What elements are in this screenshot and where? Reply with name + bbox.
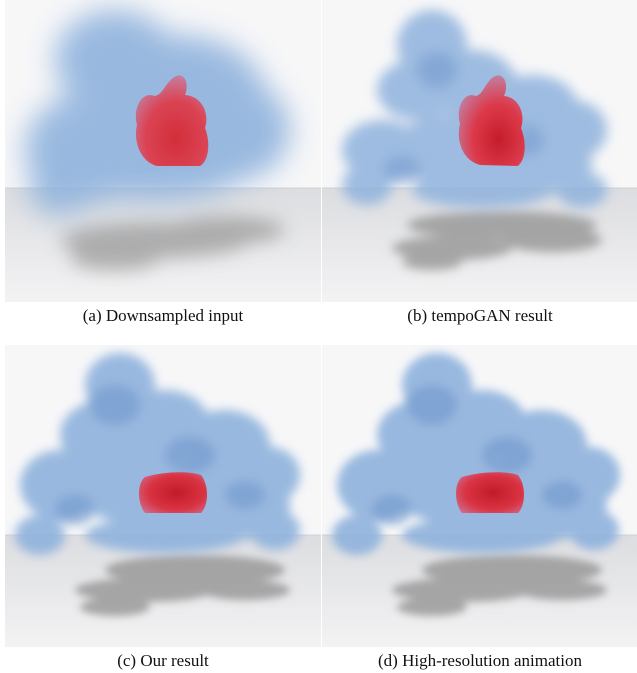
panel-tempogan-result bbox=[322, 0, 637, 302]
smoke-render-image bbox=[322, 0, 637, 302]
panel-high-resolution bbox=[322, 345, 637, 647]
panel-our-result bbox=[5, 345, 321, 647]
smoke-render-image bbox=[322, 345, 637, 647]
smoke-render-image bbox=[5, 0, 321, 302]
caption-a: (a) Downsampled input bbox=[82, 306, 244, 325]
caption-d: (d) High-resolution animation bbox=[378, 651, 582, 670]
caption-b: (b) tempoGAN result bbox=[407, 306, 553, 325]
smoke-render-image bbox=[5, 345, 321, 647]
panel-downsampled-input bbox=[5, 0, 321, 302]
caption-c: (c) Our result bbox=[117, 651, 209, 670]
